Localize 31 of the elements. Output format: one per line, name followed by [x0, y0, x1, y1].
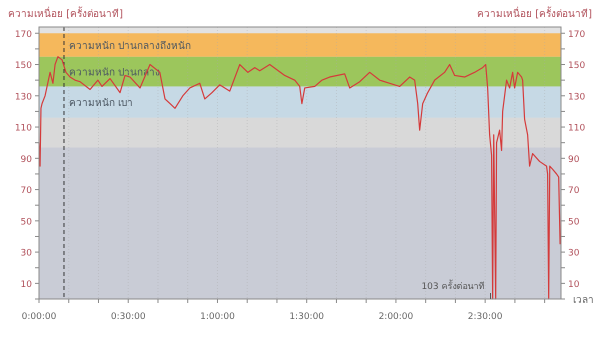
y2-tick-label: 10	[568, 280, 580, 290]
x-tick-label: 0:00:00	[22, 312, 57, 322]
y2-tick-label: 130	[568, 92, 586, 102]
y-tick-label: 70	[20, 186, 32, 196]
band-label: ความหนัก เบา	[69, 98, 134, 110]
y-tick-label: 10	[20, 280, 32, 290]
annotation: 103 ครั้งต่อนาที	[421, 279, 485, 292]
y-axis-title: ความเหนื่อย [ครั้งต่อนาที]	[8, 6, 124, 20]
y2-axis-title: ความเหนื่อย [ครั้งต่อนาที]	[477, 6, 592, 20]
y-tick-label: 130	[14, 92, 32, 102]
x-tick-label: 2:30:00	[468, 312, 503, 322]
line-series	[38, 56, 561, 300]
y-tick-label: 90	[20, 154, 32, 165]
y-tick-label: 30	[20, 248, 32, 259]
x-tick-label: 2:00:00	[378, 312, 414, 322]
y2-tick-label: 50	[568, 217, 580, 228]
y2-tick-label: 110	[568, 124, 586, 134]
band-label: ความหนัก ปานกลางถึงหนัก	[69, 40, 192, 52]
y2-tick-label: 30	[568, 248, 580, 259]
x-tick-label: 0:30:00	[110, 312, 146, 322]
x-axis-title: เวลา	[573, 295, 594, 306]
y2-tick-label: 170	[568, 30, 586, 40]
y-tick-label: 110	[14, 124, 32, 134]
y-tick-label: 150	[14, 61, 32, 72]
y2-tick-label: 90	[568, 154, 580, 165]
x-tick-label: 1:30:00	[289, 312, 324, 322]
y-tick-label: 170	[14, 30, 32, 40]
x-tick-label: 1:00:00	[200, 312, 236, 322]
y2-tick-label: 70	[568, 186, 580, 196]
y2-tick-label: 150	[568, 61, 586, 72]
y-tick-label: 50	[20, 217, 32, 228]
